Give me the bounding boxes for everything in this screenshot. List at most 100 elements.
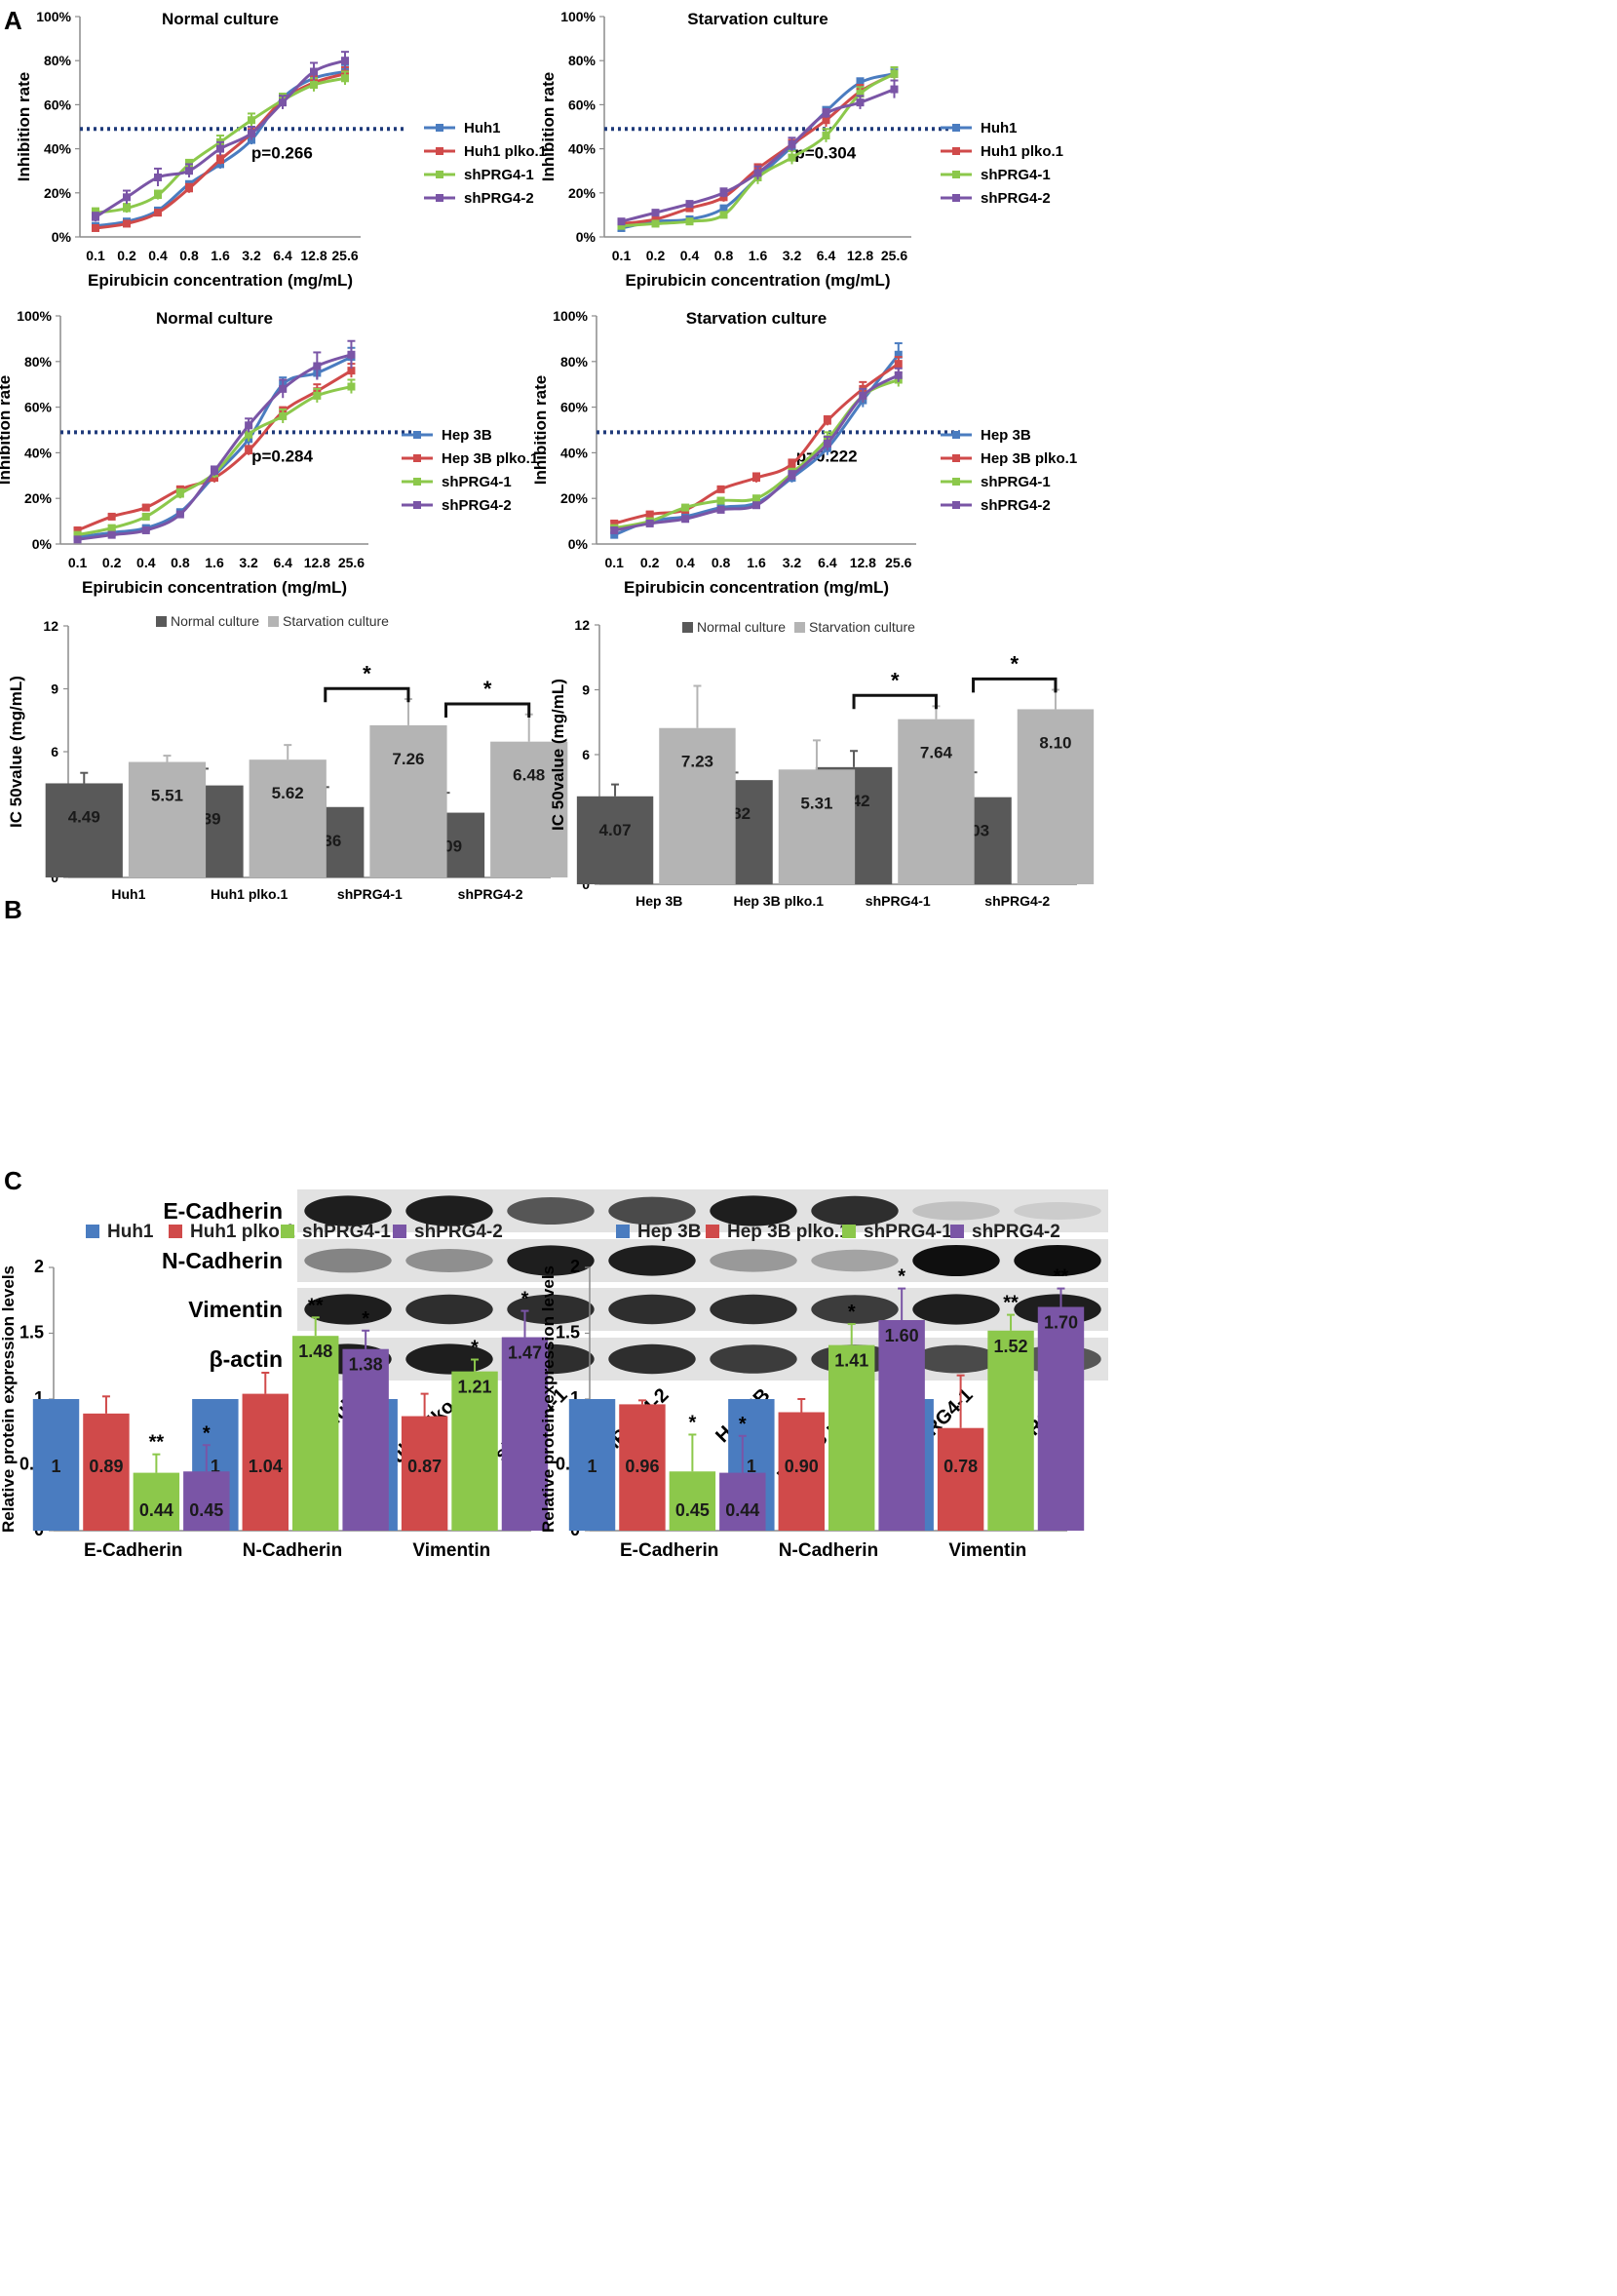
bar-value-label: 1.70 (1044, 1313, 1078, 1333)
bar-value-label: 6.48 (513, 766, 545, 785)
x-tick-label: 6.4 (273, 555, 292, 570)
y-tick-label: 0% (568, 536, 589, 552)
data-point (716, 505, 725, 514)
bar-value-label: 0.96 (625, 1457, 659, 1476)
x-tick-label: 1.6 (749, 248, 768, 263)
y-tick-label: 100% (553, 308, 588, 324)
y-tick-label: 80% (568, 53, 597, 68)
bar (45, 783, 123, 877)
legend-marker (952, 454, 960, 462)
bar-value-label: 0.45 (675, 1500, 710, 1520)
data-point (73, 525, 82, 534)
data-point (788, 460, 796, 469)
bar (242, 1393, 289, 1531)
bar-value-label: 5.31 (800, 794, 832, 812)
data-point (73, 530, 82, 539)
x-tick-label: Hep 3B (635, 893, 682, 909)
y-tick-label: 2 (570, 1257, 580, 1276)
data-point (610, 525, 619, 534)
chart-title: Starvation culture (686, 309, 828, 328)
y-tick-label: 40% (560, 445, 589, 460)
y-axis-title: Inhibition rate (531, 375, 550, 485)
protein-band (405, 1249, 493, 1272)
panel-label-c: C (4, 1166, 22, 1195)
p-value-annotation: p=0.266 (251, 143, 313, 162)
data-point (752, 501, 760, 510)
legend-label: Hep 3B (442, 427, 492, 444)
y-tick-label: 6 (51, 744, 58, 759)
legend-label: shPRG4-2 (442, 497, 512, 514)
legend-swatch (842, 1225, 856, 1238)
x-tick-label: 0.2 (102, 555, 122, 570)
legend-label: Hep 3B (981, 427, 1031, 444)
data-point (716, 496, 725, 505)
data-point (890, 85, 899, 94)
y-axis-title: Inhibition rate (15, 72, 33, 181)
data-point (651, 209, 660, 217)
legend-label: shPRG4-1 (464, 167, 534, 183)
data-point (310, 67, 318, 76)
data-point (279, 411, 288, 420)
bar-value-label: 0.45 (189, 1500, 223, 1520)
bar (987, 1330, 1034, 1531)
bar (778, 769, 856, 884)
y-tick-label: 20% (568, 185, 597, 201)
legend-swatch (268, 616, 279, 627)
data-point (313, 362, 322, 370)
x-tick-label: 25.6 (338, 555, 365, 570)
bar-value-label: 1.52 (994, 1337, 1028, 1356)
x-tick-label: 0.8 (171, 555, 190, 570)
data-point (685, 200, 694, 209)
protein-band (507, 1294, 595, 1325)
data-point (310, 81, 318, 90)
legend-swatch (86, 1225, 99, 1238)
bar (83, 1413, 130, 1531)
data-point (154, 191, 162, 200)
y-tick-label: 100% (560, 9, 596, 24)
protein-band (1014, 1202, 1101, 1220)
legend-label: shPRG4-1 (864, 1222, 952, 1242)
y-axis-title: Inhibition rate (0, 375, 14, 485)
protein-label: Vimentin (188, 1297, 283, 1322)
protein-label: N-Cadherin (162, 1248, 283, 1273)
data-point (73, 535, 82, 544)
data-point (185, 167, 193, 175)
bar (659, 727, 736, 884)
x-tick-label: Huh1 (111, 886, 145, 902)
data-point (175, 489, 184, 498)
legend-swatch (950, 1225, 964, 1238)
y-tick-label: 1.5 (556, 1323, 580, 1343)
legend-label: shPRG4-2 (981, 497, 1051, 514)
ic50-chart-huh1: 036912Huh1Huh1 plko.1shPRG4-1shPRG4-2IC … (7, 613, 568, 902)
legend-label: shPRG4-2 (972, 1222, 1060, 1242)
bar-value-label: 1.48 (298, 1342, 332, 1361)
significance-stars: ** (149, 1432, 165, 1454)
x-tick-label: 6.4 (817, 248, 836, 263)
legend-label: shPRG4-1 (442, 474, 512, 490)
y-tick-label: 60% (44, 97, 72, 112)
bar (568, 1399, 616, 1531)
legend-label: Hep 3B (637, 1222, 701, 1242)
legend-label: shPRG4-1 (981, 167, 1051, 183)
bar (451, 1371, 498, 1531)
data-point (681, 503, 690, 512)
legend-label: Normal culture (697, 619, 786, 635)
data-point (645, 519, 654, 527)
data-point (685, 217, 694, 226)
x-tick-label: N-Cadherin (779, 1540, 878, 1561)
x-tick-label: 0.1 (612, 248, 632, 263)
legend-swatch (706, 1225, 719, 1238)
bar-value-label: 0.44 (725, 1500, 759, 1520)
protein-band (811, 1249, 899, 1272)
data-point (719, 211, 728, 219)
y-tick-label: 100% (17, 308, 52, 324)
bar-value-label: 1.60 (885, 1326, 919, 1345)
data-point (788, 153, 796, 162)
bar (898, 719, 975, 884)
data-point (279, 98, 287, 107)
y-axis-title: IC 50value (mg/mL) (549, 679, 567, 831)
protein-band (608, 1196, 696, 1226)
x-tick-label: Vimentin (412, 1540, 490, 1561)
significance-stars: * (203, 1422, 211, 1444)
bar (342, 1348, 389, 1531)
